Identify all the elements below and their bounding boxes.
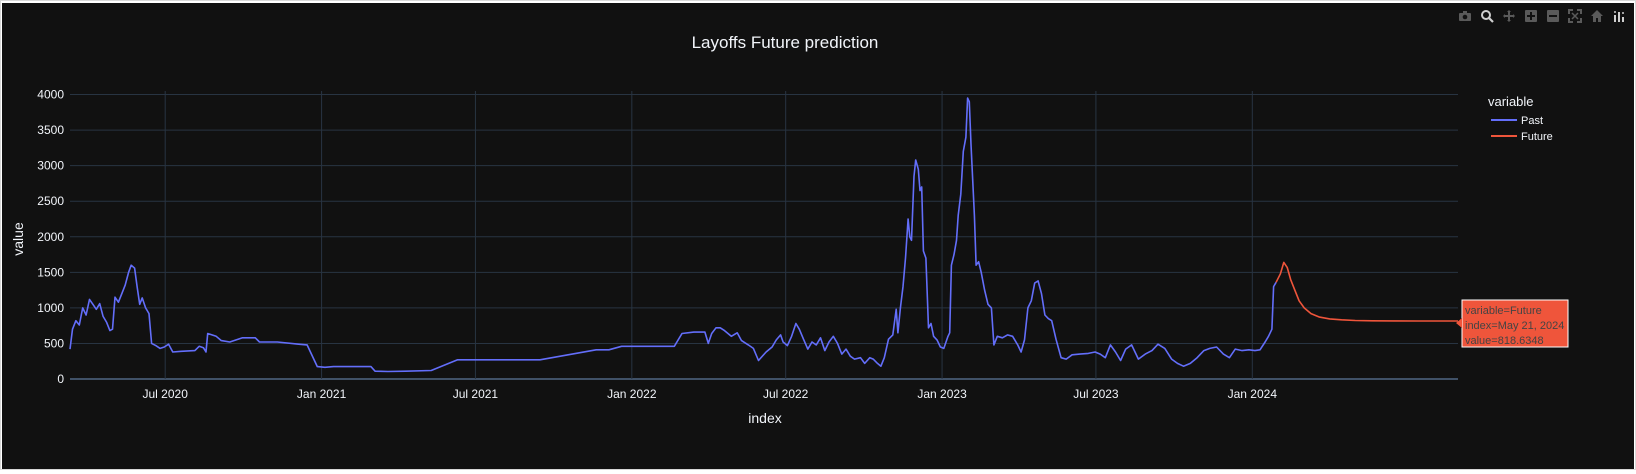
x-tick-label: Jan 2023 — [917, 387, 967, 401]
x-tick-label: Jan 2022 — [607, 387, 657, 401]
series-lines — [69, 97, 1458, 373]
y-tick-label: 4000 — [37, 88, 64, 102]
x-tick-label: Jul 2023 — [1073, 387, 1119, 401]
plot-area: 0 500 1000 1500 2000 2500 3000 3500 4000 Jul 2020… — [2, 3, 1634, 469]
legend-label-past: Past — [1521, 115, 1543, 127]
hover-line-index: index=May 21, 2024 — [1465, 320, 1564, 332]
camera-icon[interactable] — [1456, 7, 1474, 25]
series-line-past[interactable] — [69, 97, 1277, 373]
y-axis-title: value — [10, 222, 26, 256]
gridlines — [70, 91, 1458, 380]
legend-label-future: Future — [1521, 131, 1553, 143]
y-tick-label: 2000 — [37, 230, 64, 244]
y-tick-label: 0 — [57, 372, 64, 386]
y-tick-label: 1000 — [37, 301, 64, 315]
hover-tooltip-box — [1461, 299, 1569, 348]
pan-icon[interactable] — [1500, 7, 1518, 25]
y-tick-label: 1500 — [37, 265, 64, 279]
legend[interactable]: variable Past Future — [1488, 94, 1553, 143]
legend-title: variable — [1488, 94, 1534, 109]
y-tick-label: 3500 — [37, 123, 64, 137]
line-chart[interactable]: 0 500 1000 1500 2000 2500 3000 3500 4000 Jul 2020… — [2, 3, 1634, 469]
y-tick-label: 3000 — [37, 159, 64, 173]
x-tick-label: Jul 2021 — [453, 387, 499, 401]
chart-title: Layoffs Future prediction — [692, 33, 879, 52]
hover-tooltip-arrow — [1456, 318, 1462, 328]
hover-line-variable: variable=Future — [1465, 305, 1542, 317]
x-tick-label: Jan 2021 — [297, 387, 347, 401]
x-tick-label: Jan 2024 — [1228, 387, 1278, 401]
plotly-logo-icon[interactable] — [1610, 7, 1628, 25]
legend-item-past[interactable]: Past — [1491, 115, 1543, 127]
x-tick-label: Jul 2020 — [143, 387, 189, 401]
y-tick-label: 2500 — [37, 194, 64, 208]
hover-line-value: value=818.6348 — [1465, 335, 1544, 347]
autoscale-icon[interactable] — [1566, 7, 1584, 25]
home-icon[interactable] — [1588, 7, 1606, 25]
zoom-icon[interactable] — [1478, 7, 1496, 25]
x-tick-label: Jul 2022 — [763, 387, 809, 401]
modebar-toolbar — [1456, 7, 1628, 25]
zoom-out-icon[interactable] — [1544, 7, 1562, 25]
series-line-future[interactable] — [1275, 261, 1458, 322]
legend-item-future[interactable]: Future — [1491, 131, 1553, 143]
tick-labels: 0 500 1000 1500 2000 2500 3000 3500 4000 Jul 2020… — [37, 88, 1277, 401]
y-tick-label: 500 — [44, 336, 64, 350]
x-axis-title: index — [748, 410, 781, 426]
hover-tooltip: variable=Future index=May 21, 2024 value… — [1456, 299, 1569, 348]
zoom-in-icon[interactable] — [1522, 7, 1540, 25]
